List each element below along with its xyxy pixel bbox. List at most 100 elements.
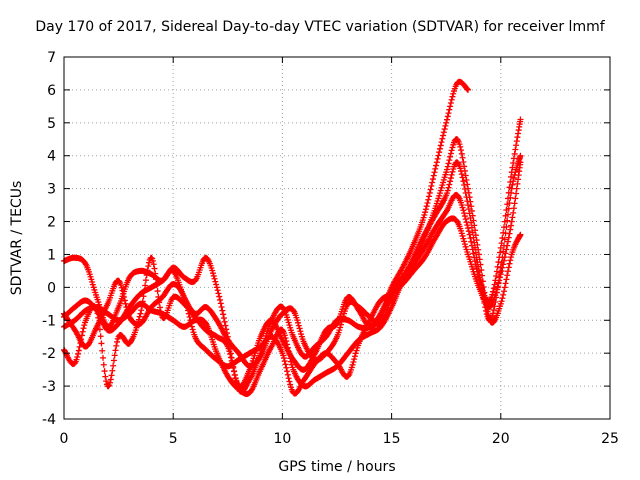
data-point bbox=[108, 372, 115, 379]
data-point bbox=[495, 259, 502, 266]
data-point bbox=[284, 344, 291, 351]
data-point bbox=[350, 359, 357, 366]
data-point bbox=[457, 143, 464, 150]
data-point bbox=[223, 326, 230, 333]
data-point bbox=[504, 272, 511, 279]
data-point bbox=[215, 290, 222, 297]
data-point bbox=[483, 311, 490, 318]
data-point bbox=[424, 199, 431, 206]
data-point bbox=[461, 210, 468, 217]
data-point bbox=[186, 313, 193, 320]
data-point bbox=[460, 207, 467, 214]
data-point bbox=[101, 368, 108, 375]
data-point bbox=[110, 362, 117, 369]
data-point bbox=[433, 162, 440, 169]
data-point bbox=[423, 203, 430, 210]
data-point bbox=[81, 322, 88, 329]
data-point bbox=[98, 340, 105, 347]
data-point bbox=[490, 307, 497, 314]
data-point bbox=[440, 129, 447, 136]
x-tick-label: 25 bbox=[601, 431, 619, 447]
y-axis-label: SDTVAR / TECUs bbox=[9, 181, 25, 296]
data-point bbox=[227, 354, 234, 361]
data-point bbox=[432, 165, 439, 172]
data-point bbox=[422, 209, 429, 216]
data-point bbox=[500, 291, 507, 298]
data-point bbox=[281, 332, 288, 339]
data-point bbox=[504, 195, 511, 202]
data-point bbox=[136, 313, 143, 320]
data-point bbox=[431, 169, 438, 176]
data-point bbox=[284, 371, 291, 378]
data-point bbox=[461, 185, 468, 192]
y-tick-label: 3 bbox=[47, 182, 56, 198]
series-5 bbox=[61, 116, 524, 370]
data-point bbox=[508, 218, 515, 225]
data-point bbox=[460, 178, 467, 185]
data-point bbox=[152, 270, 159, 277]
data-point bbox=[109, 367, 116, 374]
data-point bbox=[461, 241, 468, 248]
data-point bbox=[498, 240, 505, 247]
data-point bbox=[499, 295, 506, 302]
data-point bbox=[209, 270, 216, 277]
data-point bbox=[351, 356, 358, 363]
data-point bbox=[482, 304, 489, 311]
data-point bbox=[503, 276, 510, 283]
data-point bbox=[458, 168, 465, 175]
data-point bbox=[284, 341, 291, 348]
data-point bbox=[119, 287, 126, 294]
data-point bbox=[76, 343, 83, 350]
data-point bbox=[352, 350, 359, 357]
data-point bbox=[459, 174, 466, 181]
data-point bbox=[89, 278, 96, 285]
data-point bbox=[510, 178, 517, 185]
data-point bbox=[493, 268, 500, 275]
x-tick-label: 10 bbox=[273, 431, 291, 447]
data-point bbox=[217, 296, 223, 303]
data-point bbox=[466, 210, 473, 217]
data-point bbox=[433, 159, 440, 166]
data-point bbox=[89, 281, 96, 288]
data-point bbox=[339, 316, 346, 323]
data-point bbox=[464, 198, 471, 205]
data-point bbox=[454, 159, 461, 166]
data-point bbox=[427, 186, 434, 193]
data-point bbox=[508, 222, 515, 229]
data-point bbox=[513, 138, 520, 145]
data-point bbox=[337, 324, 344, 331]
x-tick-label: 20 bbox=[492, 431, 510, 447]
data-point bbox=[149, 257, 156, 264]
data-point bbox=[220, 315, 227, 322]
data-point bbox=[502, 212, 509, 219]
data-point bbox=[502, 280, 509, 287]
data-point bbox=[216, 293, 223, 300]
chart-title: Day 170 of 2017, Sidereal Day-to-day VTE… bbox=[35, 19, 605, 35]
data-point bbox=[217, 300, 224, 307]
data-point bbox=[349, 361, 356, 368]
x-tick-label: 15 bbox=[383, 431, 401, 447]
data-point bbox=[450, 90, 457, 97]
data-point bbox=[509, 214, 516, 221]
data-point bbox=[506, 184, 513, 191]
data-point bbox=[107, 376, 114, 383]
data-point bbox=[227, 351, 234, 358]
data-point bbox=[282, 335, 289, 342]
y-tick-label: 5 bbox=[47, 116, 56, 132]
data-point bbox=[461, 238, 468, 245]
data-point bbox=[513, 190, 520, 197]
data-point bbox=[283, 338, 290, 345]
data-point bbox=[513, 185, 520, 192]
data-point bbox=[280, 355, 287, 362]
data-point bbox=[517, 152, 524, 159]
y-tick-label: -1 bbox=[42, 313, 56, 329]
data-point bbox=[476, 277, 483, 284]
data-point bbox=[440, 132, 447, 139]
data-point bbox=[501, 284, 508, 291]
data-point bbox=[294, 317, 301, 324]
data-point bbox=[145, 263, 152, 270]
data-point bbox=[510, 174, 517, 181]
data-point bbox=[489, 291, 496, 298]
data-point bbox=[441, 126, 448, 133]
data-point bbox=[463, 219, 470, 226]
